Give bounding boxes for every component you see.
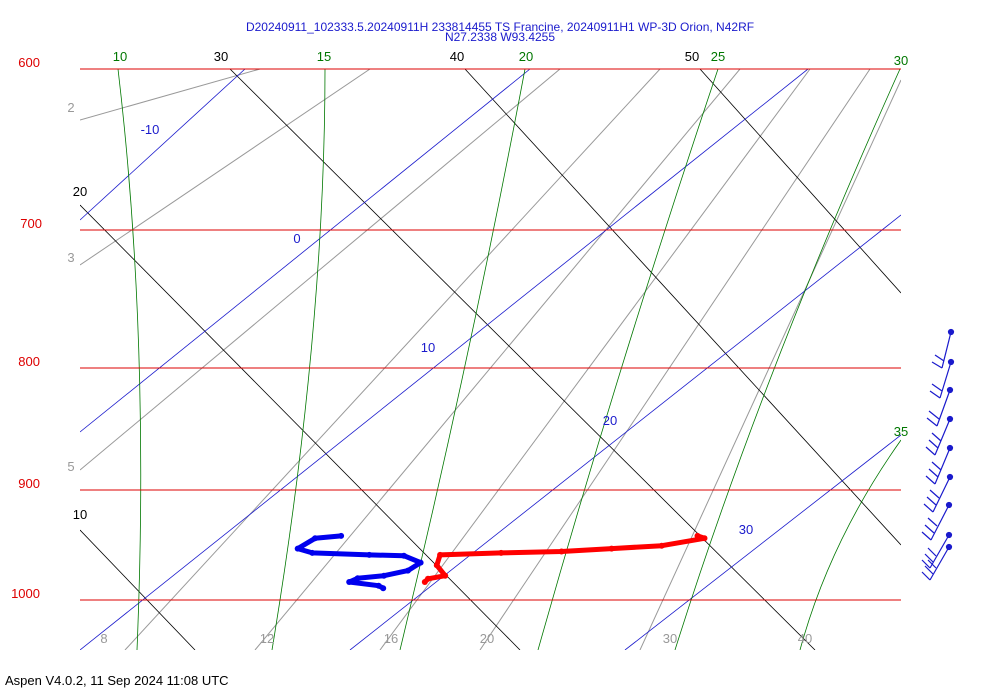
- isotherm-line: [464, 69, 901, 546]
- moist-adiabat-line: [117, 69, 142, 650]
- mixing-ratio-label: 30: [663, 631, 677, 646]
- chart-title-line2: N27.2338 W93.4255: [444, 30, 556, 44]
- pressure-label: 600: [18, 55, 40, 70]
- dewpoint-trace-point: [400, 552, 407, 559]
- dewpoint-trace-point: [375, 582, 382, 589]
- isotherm-line: [80, 529, 196, 650]
- pressure-label: 700: [20, 216, 42, 231]
- wind-barb: [925, 444, 954, 485]
- isotherm-labels: 10 20 30 40 50: [73, 49, 699, 522]
- dewpoint-trace-point: [380, 585, 387, 592]
- mixing-ratio-line: [639, 79, 901, 650]
- wind-barb: [921, 531, 953, 569]
- temperature-trace-point: [558, 548, 565, 555]
- mixing-ratio-label: 16: [384, 631, 398, 646]
- mixing-ratio-label: 5: [67, 459, 74, 474]
- wind-barb: [923, 473, 954, 513]
- dry-adiabat-label: 20: [603, 413, 617, 428]
- isotherm-label: 10: [73, 507, 87, 522]
- dewpoint-trace-point: [354, 575, 361, 582]
- isotherm-label: 20: [73, 184, 87, 199]
- pressure-label: 1000: [11, 586, 40, 601]
- moist-adiabat-label: 15: [317, 49, 331, 64]
- moist-adiabat-line: [271, 69, 326, 650]
- dry-adiabat-line: [80, 69, 246, 221]
- temperature-trace-point: [608, 545, 615, 552]
- moist-adiabat-lines: [117, 69, 901, 650]
- temperature-trace-point: [498, 549, 505, 556]
- mixing-ratio-labels: 8 12 16 20 30 40 2 3 5: [67, 100, 812, 646]
- mixing-ratio-label: 12: [260, 631, 274, 646]
- mixing-ratio-label: 2: [67, 100, 74, 115]
- isotherm-label: 40: [450, 49, 464, 64]
- dry-adiabat-line: [80, 69, 531, 433]
- moist-adiabat-line: [674, 69, 901, 650]
- dewpoint-trace-point: [312, 535, 319, 542]
- isotherm-line: [80, 204, 521, 650]
- wind-barb: [929, 358, 955, 399]
- dry-adiabat-label: 0: [293, 231, 300, 246]
- mixing-ratio-line: [479, 69, 871, 650]
- isotherm-line: [229, 69, 816, 650]
- moist-adiabat-label: 30: [894, 53, 908, 68]
- dewpoint-trace-point: [417, 559, 424, 566]
- mixing-ratio-line: [254, 69, 741, 650]
- dewpoint-trace-point: [380, 572, 387, 579]
- temperature-trace-point: [701, 535, 708, 542]
- dewpoint-trace-point: [294, 545, 301, 552]
- temperature-trace-line: [422, 533, 707, 585]
- moist-adiabat-label: 20: [519, 49, 533, 64]
- dewpoint-trace-point: [404, 567, 411, 574]
- mixing-ratio-line: [80, 69, 371, 266]
- dry-adiabat-line: [349, 214, 901, 650]
- dewpoint-trace-point: [338, 532, 345, 539]
- dry-adiabat-label: 10: [421, 340, 435, 355]
- isobar-lines: [80, 68, 901, 601]
- temperature-trace-point: [437, 551, 444, 558]
- pressure-label: 800: [18, 354, 40, 369]
- isotherm-line: [699, 69, 901, 294]
- moist-adiabat-label: 10: [113, 49, 127, 64]
- isotherm-label: 30: [214, 49, 228, 64]
- dry-adiabat-line: [624, 434, 901, 650]
- moist-adiabat-label: 25: [711, 49, 725, 64]
- moist-adiabat-line: [399, 69, 526, 650]
- isotherm-label: 50: [685, 49, 699, 64]
- dry-adiabat-line: [80, 69, 809, 650]
- dry-adiabat-label: 30: [739, 522, 753, 537]
- wind-barb: [931, 328, 955, 369]
- mixing-ratio-label: 3: [67, 250, 74, 265]
- dewpoint-trace-point: [346, 579, 353, 585]
- wind-barb: [926, 386, 954, 427]
- moist-adiabat-line: [799, 439, 901, 650]
- dewpoint-trace-point: [309, 549, 316, 556]
- pressure-label: 900: [18, 476, 40, 491]
- wind-barb: [925, 415, 954, 456]
- mixing-ratio-label: 20: [480, 631, 494, 646]
- wind-barbs: [921, 328, 955, 581]
- pressure-labels: 600 700 800 900 1000: [11, 55, 42, 601]
- dewpoint-trace-point: [366, 551, 373, 558]
- temperature-trace-point: [658, 542, 665, 549]
- wind-barb: [921, 543, 953, 581]
- temperature-trace-point: [442, 572, 449, 579]
- mixing-ratio-label: 8: [100, 631, 107, 646]
- moist-adiabat-label: 35: [894, 424, 908, 439]
- moist-adiabat-line: [537, 69, 719, 650]
- wind-barb: [921, 501, 953, 541]
- mixing-ratio-line: [124, 69, 661, 650]
- footer-text: Aspen V4.0.2, 11 Sep 2024 11:08 UTC: [5, 673, 229, 688]
- temperature-trace-point: [421, 579, 428, 585]
- temperature-trace-point: [433, 562, 440, 569]
- chart-title-line1: D20240911_102333.5.20240911H 233814455 T…: [245, 20, 755, 34]
- dry-adiabat-label: -10: [141, 122, 160, 137]
- dry-adiabat-labels: -10 0 10 20 30: [141, 122, 754, 537]
- mixing-ratio-label: 40: [798, 631, 812, 646]
- mixing-ratio-line: [80, 69, 261, 121]
- temperature-trace-point: [694, 532, 701, 539]
- moist-adiabat-labels: 10 15 20 25 30 35: [113, 49, 908, 439]
- mixing-ratio-line: [80, 69, 561, 471]
- sounding-profiles: [294, 532, 708, 592]
